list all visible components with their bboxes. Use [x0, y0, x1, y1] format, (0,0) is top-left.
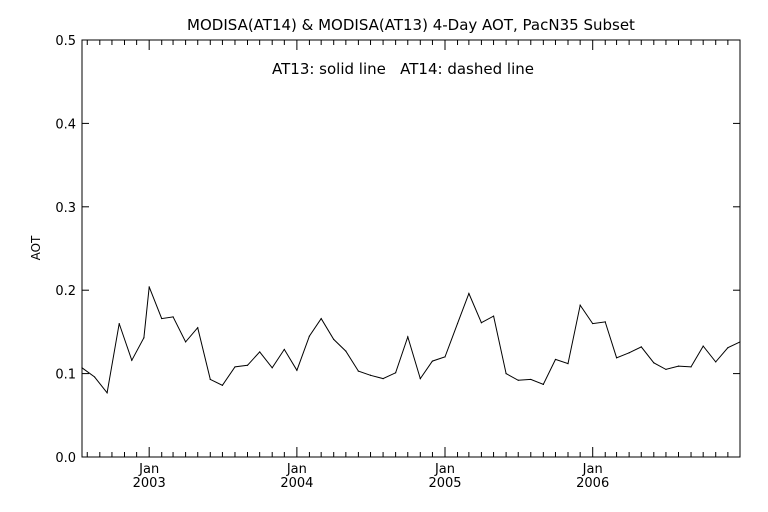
data-point [665, 368, 667, 371]
series-line-solid [81, 286, 741, 394]
y-tick-label: 0.5 [55, 34, 76, 49]
data-point [308, 335, 311, 337]
data-point [259, 351, 261, 353]
data-point [653, 362, 655, 364]
data-point [456, 322, 459, 325]
data-point [271, 367, 273, 369]
data-point [702, 345, 704, 347]
data-point [161, 317, 163, 320]
data-point [407, 336, 409, 338]
x-tick-year-label: 2004 [280, 476, 313, 491]
data-point [579, 304, 581, 306]
x-tick-month-label: Jan [434, 462, 455, 477]
data-point [505, 373, 507, 375]
data-point [677, 365, 680, 367]
data-point [554, 358, 557, 361]
data-point [592, 322, 594, 325]
data-point [739, 341, 741, 343]
data-point [106, 392, 108, 394]
data-point [221, 384, 224, 386]
x-tick-year-label: 2003 [133, 476, 166, 491]
x-tick-month-label: Jan [138, 462, 159, 477]
x-tick-month-label: Jan [286, 462, 307, 477]
data-point [468, 292, 470, 295]
plot-frame [81, 39, 741, 458]
data-point [296, 369, 298, 371]
data-point [184, 341, 187, 343]
data-point [615, 357, 618, 359]
y-tick-label: 0.1 [55, 368, 76, 383]
data-point [444, 356, 446, 358]
data-point [480, 322, 483, 324]
data-point [382, 378, 384, 380]
data-point [542, 383, 544, 386]
x-tick-year-label: 2006 [576, 476, 609, 491]
x-tick-month-label: Jan [582, 462, 603, 477]
data-point [209, 378, 211, 381]
data-point [567, 362, 569, 365]
y-tick-label: 0.2 [55, 284, 76, 299]
chart-title: MODISA(AT14) & MODISA(AT13) 4-Day AOT, P… [187, 16, 635, 34]
y-tick-label: 0.0 [55, 451, 76, 466]
data-point [131, 359, 133, 361]
y-tick-label: 0.3 [55, 201, 76, 216]
data-point [690, 366, 692, 368]
data-point [333, 338, 335, 341]
data-point [197, 327, 199, 329]
series-group [81, 286, 741, 394]
data-point [530, 378, 532, 381]
data-point [357, 370, 359, 372]
data-point [395, 372, 397, 374]
data-point [419, 378, 421, 380]
data-point [172, 316, 174, 318]
data-point [234, 366, 236, 368]
data-point [715, 361, 717, 363]
data-point [148, 286, 150, 288]
data-point [118, 322, 120, 325]
data-point [604, 321, 606, 323]
y-axis: 0.0 0.1 0.2 0.3 0.4 0.5 [55, 34, 740, 466]
data-point [517, 379, 519, 381]
data-point [628, 352, 630, 354]
y-tick-label: 0.4 [55, 117, 76, 132]
data-point [345, 350, 347, 352]
line-style-annotation: AT13: solid line AT14: dashed line [272, 60, 534, 78]
data-point [492, 315, 495, 317]
data-point [369, 374, 372, 376]
data-point [81, 367, 83, 369]
data-point [283, 348, 285, 351]
data-point [320, 317, 322, 320]
data-point [246, 364, 249, 366]
data-point [143, 337, 145, 339]
y-axis-label: AOT [29, 235, 43, 260]
data-point [431, 360, 434, 362]
x-tick-year-label: 2005 [428, 476, 461, 491]
data-point [640, 346, 642, 348]
data-point [727, 347, 729, 349]
data-point [93, 376, 96, 378]
